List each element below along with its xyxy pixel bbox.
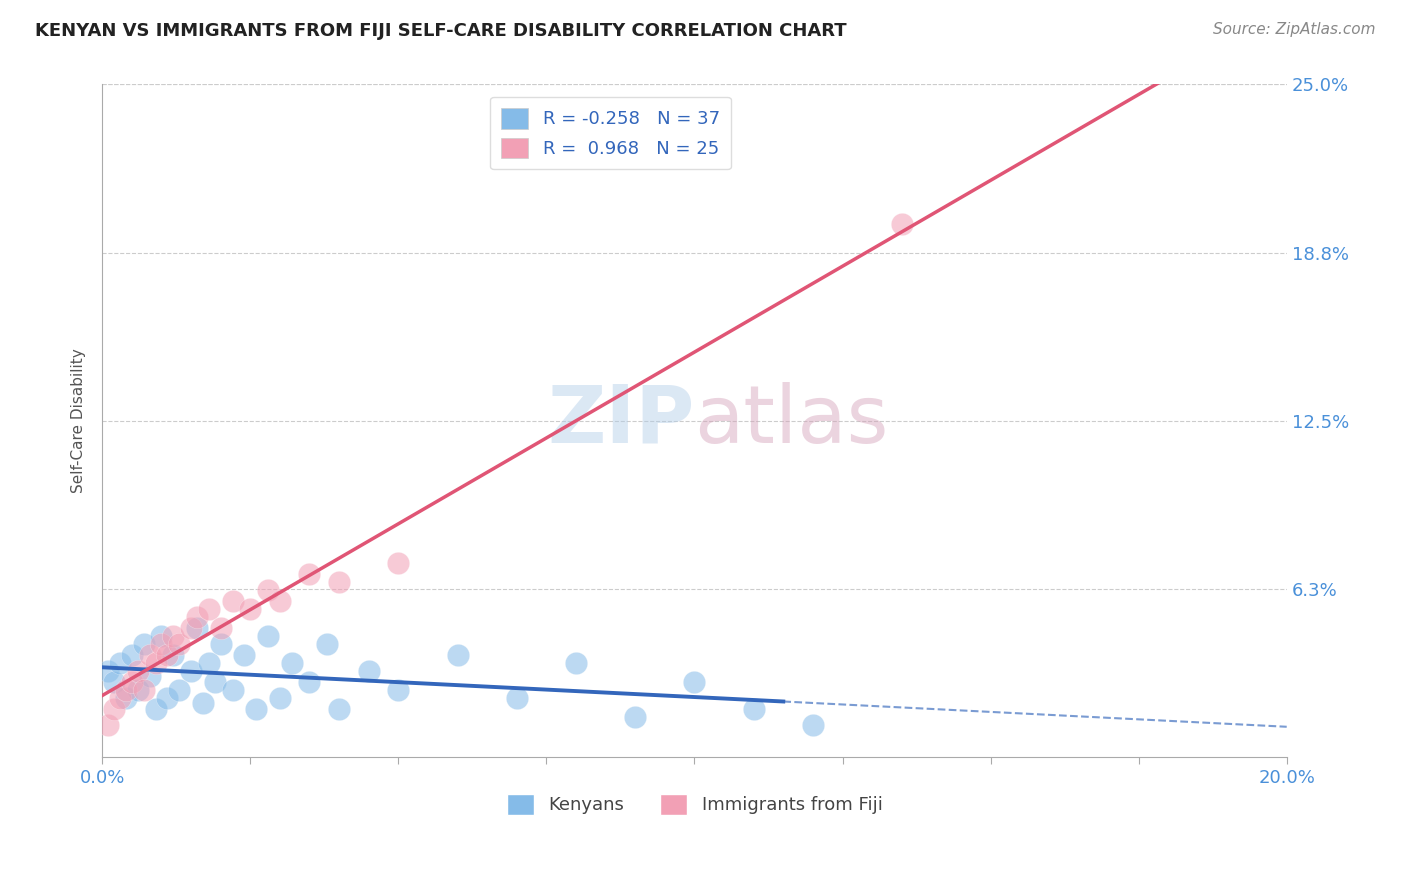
Kenyans: [233, 648, 256, 662]
Kenyans: [138, 669, 160, 683]
Immigrants from Fiji: [328, 575, 350, 590]
Immigrants from Fiji: [150, 637, 173, 651]
Kenyans: [167, 682, 190, 697]
Kenyans: [742, 701, 765, 715]
Immigrants from Fiji: [387, 556, 409, 570]
Kenyans: [280, 656, 302, 670]
Kenyans: [209, 637, 232, 651]
Immigrants from Fiji: [156, 648, 179, 662]
Immigrants from Fiji: [115, 682, 138, 697]
Immigrants from Fiji: [108, 690, 131, 705]
Kenyans: [198, 656, 221, 670]
Immigrants from Fiji: [145, 656, 167, 670]
Kenyans: [506, 690, 529, 705]
Kenyans: [132, 637, 155, 651]
Kenyans: [145, 701, 167, 715]
Immigrants from Fiji: [298, 567, 321, 582]
Kenyans: [328, 701, 350, 715]
Kenyans: [186, 621, 208, 635]
Immigrants from Fiji: [209, 621, 232, 635]
Kenyans: [115, 690, 138, 705]
Text: atlas: atlas: [695, 382, 889, 459]
Immigrants from Fiji: [138, 648, 160, 662]
Kenyans: [221, 682, 243, 697]
Immigrants from Fiji: [121, 674, 143, 689]
Kenyans: [156, 690, 179, 705]
Immigrants from Fiji: [97, 717, 120, 731]
Kenyans: [127, 682, 149, 697]
Kenyans: [103, 674, 125, 689]
Kenyans: [565, 656, 588, 670]
Kenyans: [162, 648, 184, 662]
Immigrants from Fiji: [132, 682, 155, 697]
Kenyans: [801, 717, 824, 731]
Immigrants from Fiji: [257, 583, 280, 598]
Kenyans: [387, 682, 409, 697]
Kenyans: [357, 664, 380, 678]
Kenyans: [121, 648, 143, 662]
Immigrants from Fiji: [103, 701, 125, 715]
Kenyans: [204, 674, 226, 689]
Kenyans: [298, 674, 321, 689]
Kenyans: [150, 629, 173, 643]
Immigrants from Fiji: [239, 602, 262, 616]
Immigrants from Fiji: [180, 621, 202, 635]
Y-axis label: Self-Care Disability: Self-Care Disability: [72, 348, 86, 493]
Immigrants from Fiji: [186, 610, 208, 624]
Text: Source: ZipAtlas.com: Source: ZipAtlas.com: [1212, 22, 1375, 37]
Kenyans: [108, 656, 131, 670]
Immigrants from Fiji: [167, 637, 190, 651]
Kenyans: [245, 701, 267, 715]
Legend: Kenyans, Immigrants from Fiji: Kenyans, Immigrants from Fiji: [499, 787, 890, 822]
Immigrants from Fiji: [269, 594, 291, 608]
Immigrants from Fiji: [221, 594, 243, 608]
Immigrants from Fiji: [162, 629, 184, 643]
Kenyans: [683, 674, 706, 689]
Kenyans: [316, 637, 339, 651]
Immigrants from Fiji: [198, 602, 221, 616]
Kenyans: [191, 696, 214, 710]
Kenyans: [257, 629, 280, 643]
Kenyans: [269, 690, 291, 705]
Immigrants from Fiji: [890, 217, 912, 231]
Kenyans: [446, 648, 468, 662]
Immigrants from Fiji: [127, 664, 149, 678]
Kenyans: [624, 709, 647, 723]
Text: ZIP: ZIP: [547, 382, 695, 459]
Text: KENYAN VS IMMIGRANTS FROM FIJI SELF-CARE DISABILITY CORRELATION CHART: KENYAN VS IMMIGRANTS FROM FIJI SELF-CARE…: [35, 22, 846, 40]
Kenyans: [180, 664, 202, 678]
Kenyans: [97, 664, 120, 678]
